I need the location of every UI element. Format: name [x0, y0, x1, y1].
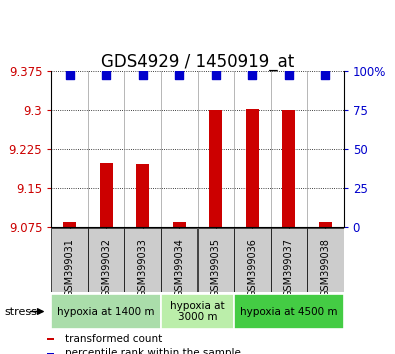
Bar — [319, 222, 332, 227]
Point — [286, 73, 292, 78]
Text: GSM399037: GSM399037 — [284, 238, 294, 297]
Bar — [198, 228, 234, 292]
Text: stress: stress — [4, 307, 37, 316]
Text: percentile rank within the sample: percentile rank within the sample — [65, 348, 241, 354]
Text: transformed count: transformed count — [65, 334, 162, 344]
Text: GSM399033: GSM399033 — [138, 238, 148, 297]
Text: GSM399036: GSM399036 — [247, 238, 257, 297]
Bar — [63, 222, 76, 227]
Bar — [271, 228, 307, 292]
Bar — [136, 164, 149, 227]
Bar — [161, 294, 234, 329]
Text: GSM399035: GSM399035 — [211, 238, 221, 297]
Point — [213, 73, 219, 78]
Bar — [246, 109, 259, 227]
Point — [176, 73, 182, 78]
Text: hypoxia at
3000 m: hypoxia at 3000 m — [170, 301, 225, 322]
Point — [249, 73, 256, 78]
Bar — [88, 228, 124, 292]
Bar — [209, 110, 222, 227]
Text: hypoxia at 4500 m: hypoxia at 4500 m — [240, 307, 338, 316]
Bar — [234, 294, 344, 329]
Bar — [124, 228, 161, 292]
Title: GDS4929 / 1450919_at: GDS4929 / 1450919_at — [101, 53, 294, 71]
Bar — [47, 353, 54, 354]
Bar — [161, 228, 198, 292]
Text: hypoxia at 1400 m: hypoxia at 1400 m — [57, 307, 155, 316]
Text: GSM399031: GSM399031 — [65, 238, 75, 297]
Bar — [47, 338, 54, 339]
Bar — [51, 294, 161, 329]
Bar — [234, 228, 271, 292]
Text: GSM399034: GSM399034 — [174, 238, 184, 297]
Bar — [173, 222, 186, 227]
Point — [322, 73, 329, 78]
Point — [103, 73, 109, 78]
Bar — [51, 228, 88, 292]
Text: GSM399038: GSM399038 — [320, 238, 330, 297]
Bar — [307, 228, 344, 292]
Text: GSM399032: GSM399032 — [101, 238, 111, 297]
Bar — [100, 163, 113, 227]
Point — [66, 73, 73, 78]
Bar — [282, 110, 295, 227]
Point — [139, 73, 146, 78]
